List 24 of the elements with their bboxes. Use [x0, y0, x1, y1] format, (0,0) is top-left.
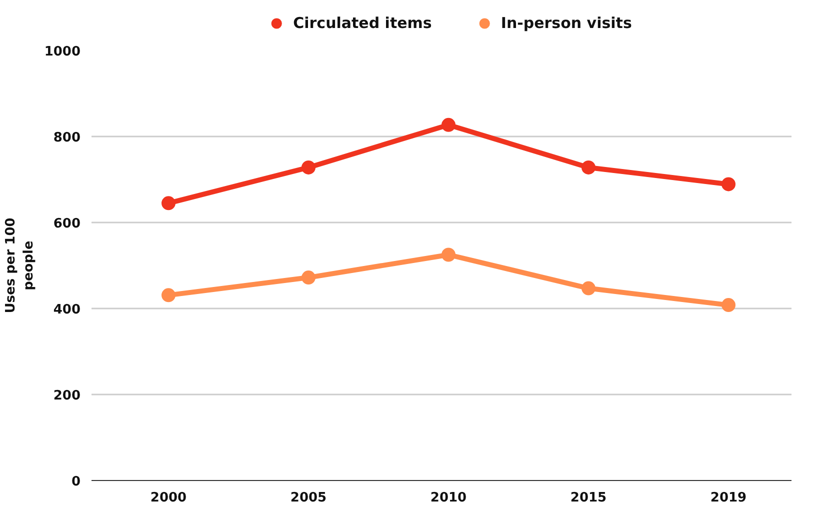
- y-tick-label: 200: [53, 388, 81, 404]
- y-axis-title: Uses per 100 people: [3, 218, 36, 314]
- point: [302, 160, 316, 174]
- x-tick-label: 2019: [710, 490, 747, 506]
- y-tick-label: 600: [53, 216, 81, 232]
- point: [302, 270, 316, 285]
- y-tick-label: 0: [71, 474, 80, 490]
- point: [722, 298, 736, 312]
- point: [442, 248, 456, 262]
- y-tick-label: 1000: [44, 44, 81, 60]
- legend-label: Circulated items: [293, 14, 432, 32]
- point: [162, 288, 176, 302]
- x-tick-label: 2000: [150, 490, 187, 506]
- point: [442, 118, 456, 132]
- legend-label: In-person visits: [500, 14, 632, 32]
- point: [162, 196, 176, 210]
- point: [582, 160, 596, 174]
- x-tick-label: 2010: [430, 490, 467, 506]
- x-tick-label: 2005: [290, 490, 327, 506]
- x-tick-label: 2015: [570, 490, 607, 506]
- y-tick-label: 400: [53, 302, 81, 318]
- point: [582, 281, 596, 296]
- point: [722, 177, 736, 192]
- y-tick-label: 800: [53, 130, 81, 146]
